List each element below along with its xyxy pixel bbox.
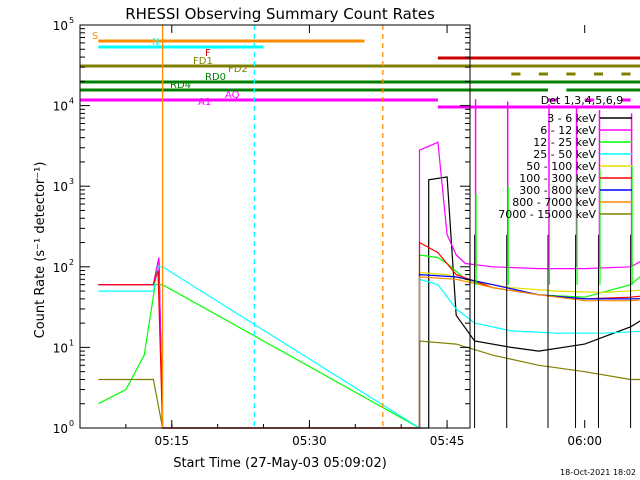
plot-area (98, 99, 640, 430)
legend-entry-label: 800 - 7000 keV (512, 196, 596, 209)
legend-entry-label: 12 - 25 keV (533, 136, 596, 149)
state-label-fd2: FD2 (228, 64, 248, 75)
legend-entry-label: 300 - 800 keV (519, 184, 596, 197)
y-tick-label: 10 (53, 261, 68, 275)
legend-entry-label: 3 - 6 keV (547, 112, 596, 125)
y-tick-label: 10 (53, 341, 68, 355)
y-tick-exponent: 1 (69, 338, 74, 347)
state-label-rd0: RD0 (205, 72, 226, 83)
series-line-8 (98, 340, 640, 429)
state-label-s: S (92, 31, 98, 42)
state-label-aq: AQ (225, 90, 240, 101)
x-tick-label: 06:00 (567, 434, 602, 448)
x-tick-label: 05:15 (154, 434, 189, 448)
legend-entry-label: 6 - 12 keV (540, 124, 596, 137)
y-tick-exponent: 0 (69, 419, 74, 428)
legend-entry-label: 7000 - 15000 keV (498, 208, 596, 221)
chart-title: RHESSI Observing Summary Count Rates (125, 5, 435, 23)
plot-frame (79, 24, 471, 429)
vertical-markers (161, 25, 384, 428)
state-label-n: N (152, 37, 159, 48)
footer-timestamp: 18-Oct-2021 18:02 (560, 468, 636, 477)
state-label-f: F (205, 48, 211, 59)
y-tick-exponent: 2 (69, 258, 74, 267)
y-tick-label: 10 (53, 100, 68, 114)
series-line-2 (98, 254, 640, 430)
legend-entry-label: 100 - 300 keV (519, 172, 596, 185)
state-label-a1: A1 (198, 97, 211, 108)
state-label-rd4: RD4 (170, 80, 191, 91)
y-axis-label: Count Rate (s⁻¹ detector⁻¹) (33, 162, 48, 339)
legend-entry-label: 25 - 50 keV (533, 148, 596, 161)
x-tick-label: 05:30 (292, 434, 327, 448)
y-tick-exponent: 4 (69, 97, 74, 106)
y-tick-label: 10 (53, 19, 68, 33)
x-axis-label: Start Time (27-May-03 05:09:02) (173, 456, 387, 471)
state-label-fd1: FD1 (193, 56, 213, 67)
x-tick-label: 05:45 (430, 434, 465, 448)
series-line-7 (418, 276, 640, 428)
legend-entry-label: 50 - 100 keV (526, 160, 596, 173)
series-line-3 (98, 266, 640, 430)
y-tick-exponent: 5 (69, 16, 74, 25)
y-tick-label: 10 (53, 422, 68, 436)
y-tick-exponent: 3 (69, 177, 74, 186)
legend-title: Det 1,3,4,5,6,9 (541, 94, 624, 107)
y-tick-label: 10 (53, 180, 68, 194)
